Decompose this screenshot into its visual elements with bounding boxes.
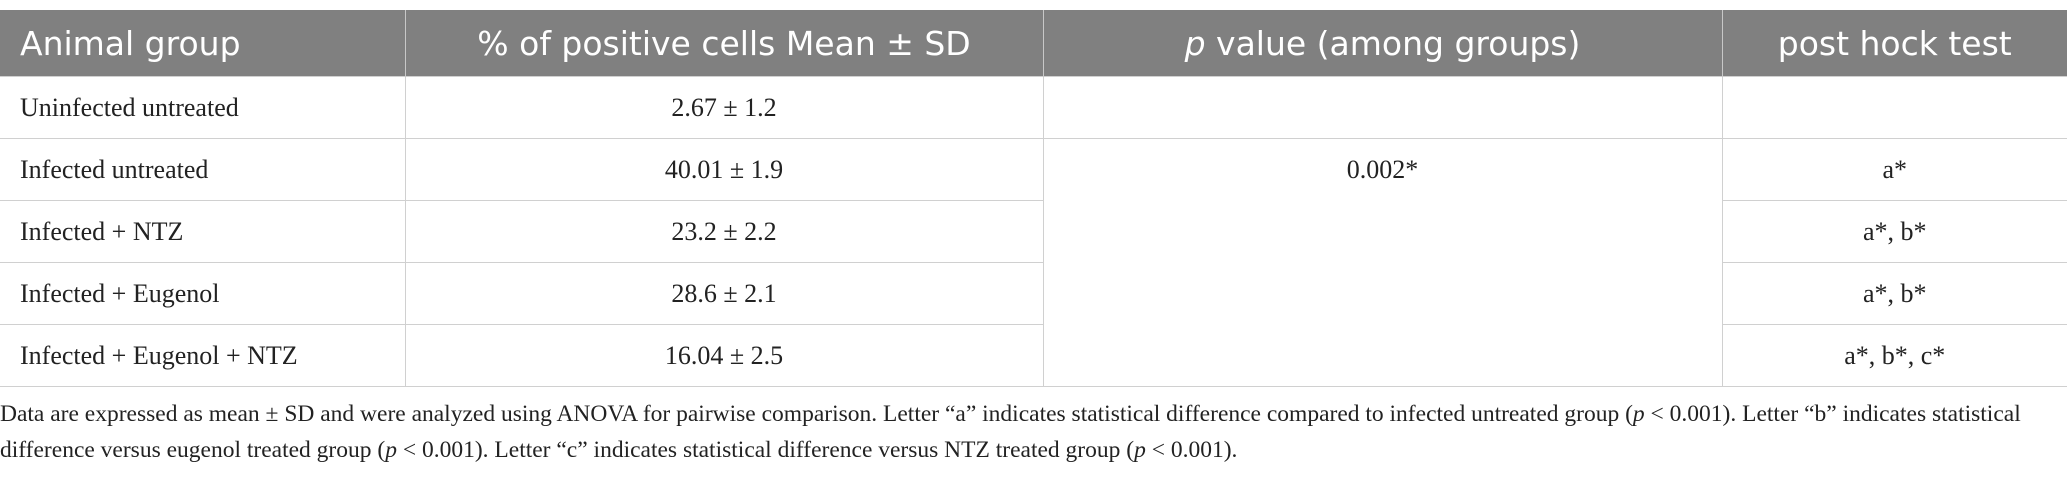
table-row: Infected + NTZ 23.2 ± 2.2 a*, b* [0,200,2067,263]
header-cell: % of positive cells Mean ± SD [404,10,1043,77]
table-row: Infected + Eugenol + NTZ 16.04 ± 2.5 a*, b… [0,324,2067,387]
percent-cell: 23.2 ± 2.2 [404,200,1044,263]
table-row: Infected untreated 40.01 ± 1.9 0.002* a* [0,138,2067,387]
header-cell: post hock test [1721,10,2067,77]
post-hoc-cell [1721,76,2067,139]
header-cell: p value (among groups) [1042,10,1722,77]
footnote-text: p [1134,437,1146,463]
header-cell: Animal group [0,10,405,77]
table-body: Uninfected untreated 2.67 ± 1.2 Infected u… [0,76,2067,387]
group-cell: Infected untreated [0,138,406,201]
data-table: Animal group % of positive cells Mean ± … [0,10,2067,387]
table-row: Infected + Eugenol 28.6 ± 2.1 a*, b* [0,262,2067,325]
footnote-text: p [1632,401,1645,427]
footnote: Data are expressed as mean ± SD and were… [0,396,2040,468]
footnote-text: < 0.001). Letter “c” indicates statistic… [396,437,1135,463]
percent-cell: 2.67 ± 1.2 [404,76,1044,139]
footnote-text: p [385,437,397,463]
percent-cell: 28.6 ± 2.1 [404,262,1044,325]
group-cell: Infected + NTZ [0,200,406,263]
header-italic: p [1184,23,1206,63]
header-text: value (among groups) [1205,23,1581,63]
percent-cell: 40.01 ± 1.9 [404,138,1044,201]
p-value-cell: 0.002* [1042,138,1723,387]
group-cell: Infected + Eugenol + NTZ [0,324,406,387]
post-hoc-cell: a*, b* [1721,200,2067,263]
footnote-text: < 0.001). [1145,437,1238,463]
footnote-text: Data are expressed as mean ± SD and were… [0,401,1633,427]
table-row: Uninfected untreated 2.67 ± 1.2 [0,76,2067,139]
footnote-text: < 0.001). Letter “b” indicates statistic… [0,401,2021,463]
group-cell: Infected + Eugenol [0,262,406,325]
percent-cell: 16.04 ± 2.5 [404,324,1044,387]
post-hoc-cell: a*, b* [1721,262,2067,325]
post-hoc-cell: a*, b*, c* [1721,324,2067,387]
post-hoc-cell: a* [1721,138,2067,201]
group-cell: Uninfected untreated [0,76,406,139]
p-value-cell [1042,76,1723,139]
header-row: Animal group % of positive cells Mean ± … [0,10,2067,77]
